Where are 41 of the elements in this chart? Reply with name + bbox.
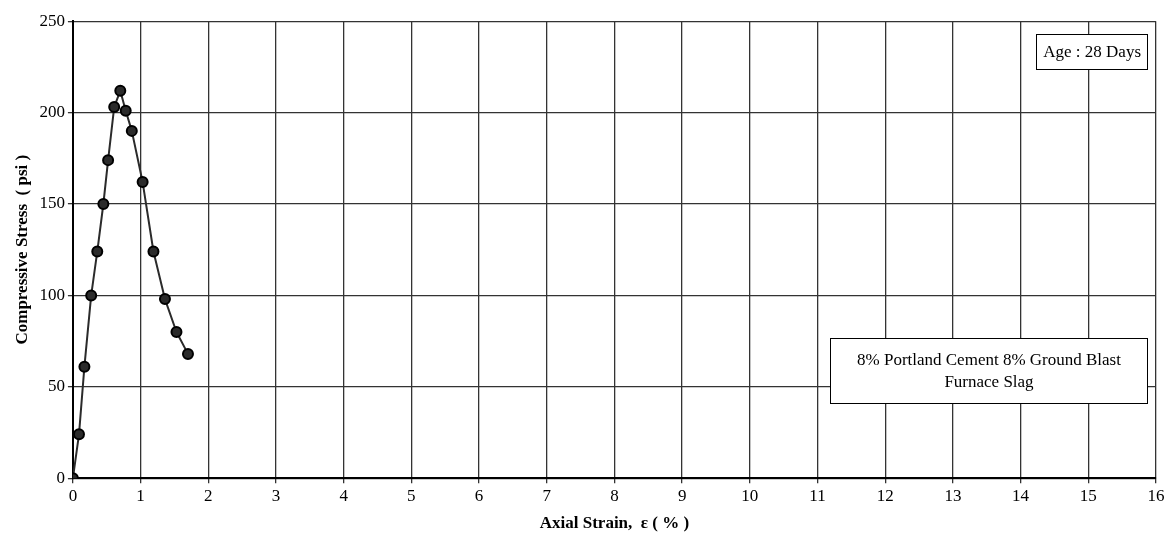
point	[125, 124, 138, 137]
y-tick-label: 100	[39, 284, 65, 304]
y-tick-label: 150	[39, 193, 65, 213]
point	[158, 293, 171, 306]
x-tick-label: 9	[677, 485, 687, 505]
x-tick-label: 13	[944, 485, 962, 505]
point	[119, 104, 132, 117]
annotation: Age : 28 Days	[1036, 34, 1148, 71]
x-tick-label: 4	[339, 485, 349, 505]
x-tick-label: 1	[136, 485, 145, 505]
x-tick-label: 2	[204, 485, 213, 505]
point	[136, 176, 149, 189]
y-tick-label: 0	[56, 467, 65, 487]
point	[147, 245, 160, 258]
point	[91, 245, 104, 258]
point	[181, 347, 194, 360]
y-tick-label: 50	[47, 376, 65, 396]
point	[78, 360, 91, 373]
y-axis-title: Compressive Stress ( psi )	[11, 154, 31, 345]
point	[97, 198, 110, 210]
x-tick-label: 14	[1012, 485, 1030, 505]
point	[108, 101, 121, 114]
x-tick-label: 0	[68, 485, 78, 505]
x-tick-label: 6	[474, 485, 484, 505]
x-tick-label: 5	[407, 485, 416, 505]
x-axis-title: Axial Strain, ε ( % )	[539, 513, 690, 533]
annotation: 8% Portland Cement 8% Ground Blast Furnace Slag	[830, 338, 1148, 405]
point	[114, 84, 127, 97]
x-tick-label: 16	[1147, 485, 1165, 505]
point	[170, 325, 183, 338]
x-tick-label: 11	[809, 485, 826, 505]
point	[85, 289, 98, 302]
x-tick-label: 8	[610, 485, 619, 505]
y-tick-label: 250	[39, 10, 65, 30]
point	[102, 154, 115, 167]
x-tick-label: 15	[1079, 485, 1097, 505]
x-tick-label: 3	[271, 485, 281, 505]
y-tick-label: 200	[39, 102, 65, 122]
x-tick-label: 10	[741, 485, 759, 505]
x-tick-label: 12	[876, 485, 894, 505]
x-tick-label: 7	[542, 485, 552, 505]
